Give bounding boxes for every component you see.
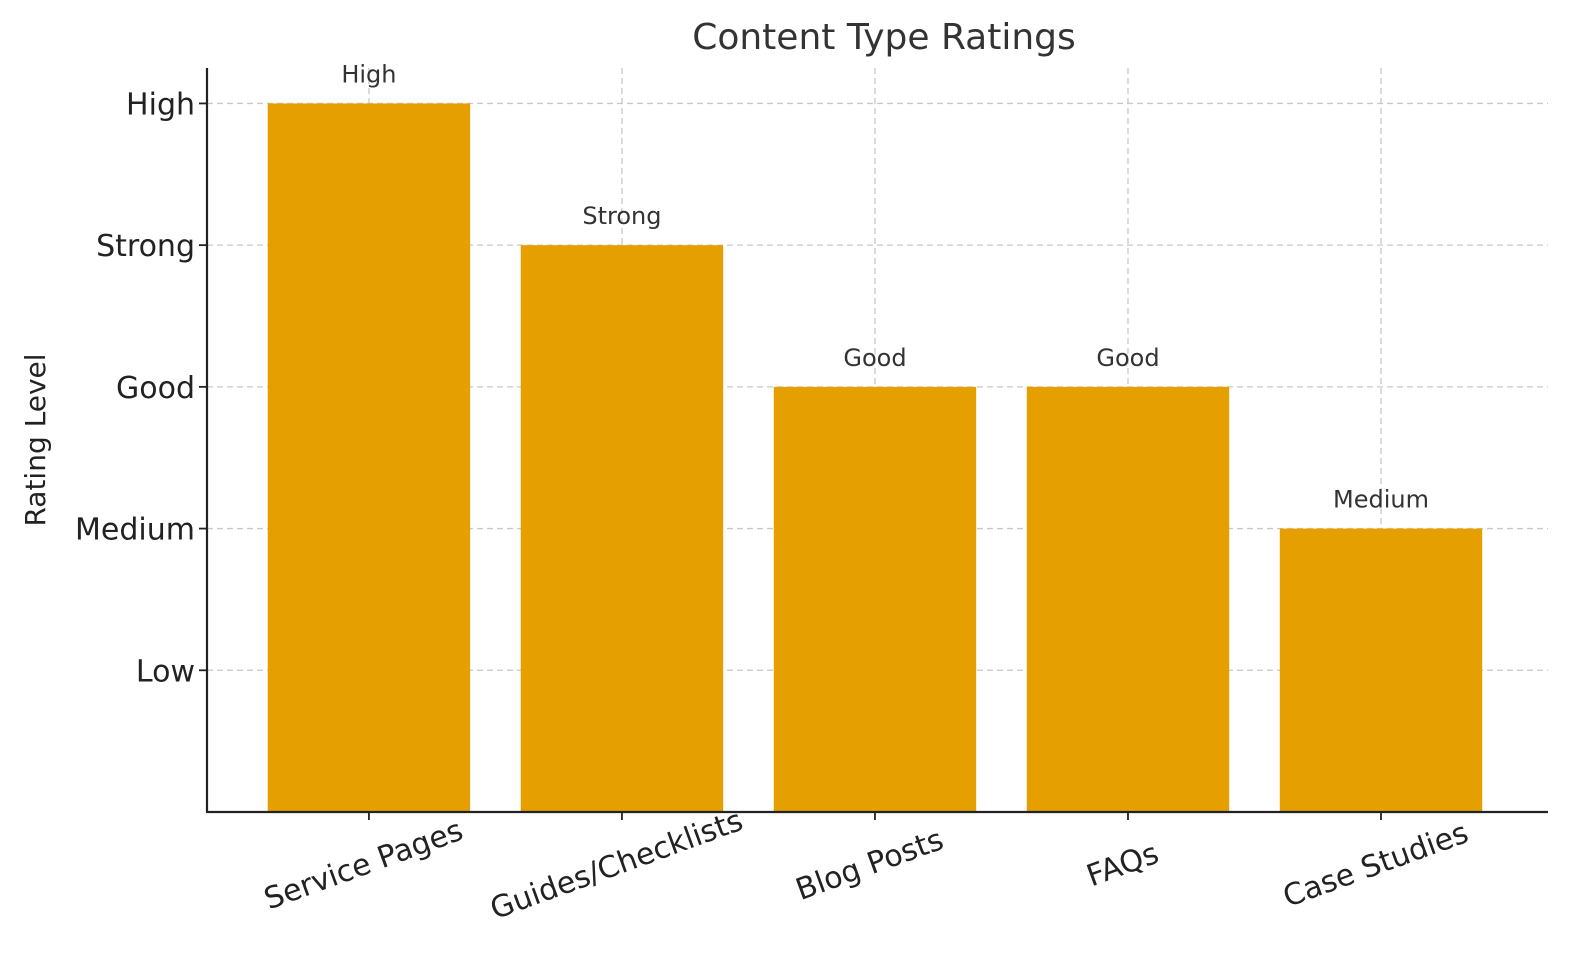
- chart-title: Content Type Ratings: [692, 17, 1076, 58]
- bars-layer: [267, 103, 1483, 813]
- bar: [520, 245, 724, 813]
- bar: [1026, 386, 1230, 812]
- y-axis-label: Rating Level: [19, 353, 52, 526]
- x-tick-label: FAQs: [1082, 836, 1163, 894]
- bar: [1279, 528, 1483, 812]
- x-tick-label: Guides/Checklists: [486, 803, 748, 927]
- bar-data-label: Good: [843, 344, 906, 372]
- y-tick-label: Low: [136, 654, 195, 689]
- y-tick-label: Good: [116, 371, 195, 406]
- y-tick-label: Strong: [96, 229, 195, 264]
- x-tick-label: Blog Posts: [791, 822, 948, 908]
- y-tick-label: High: [126, 87, 195, 122]
- axes-layer: [199, 68, 1548, 820]
- x-tick-label: Case Studies: [1279, 815, 1474, 914]
- bar-data-label: High: [341, 60, 396, 88]
- x-tick-label: Service Pages: [260, 813, 468, 917]
- bar: [267, 103, 471, 812]
- y-tick-label: Medium: [75, 513, 195, 548]
- bar-data-label: Strong: [582, 202, 661, 230]
- bar: [773, 386, 977, 812]
- bar-data-label: Medium: [1333, 486, 1429, 514]
- bar-data-label: Good: [1096, 344, 1159, 372]
